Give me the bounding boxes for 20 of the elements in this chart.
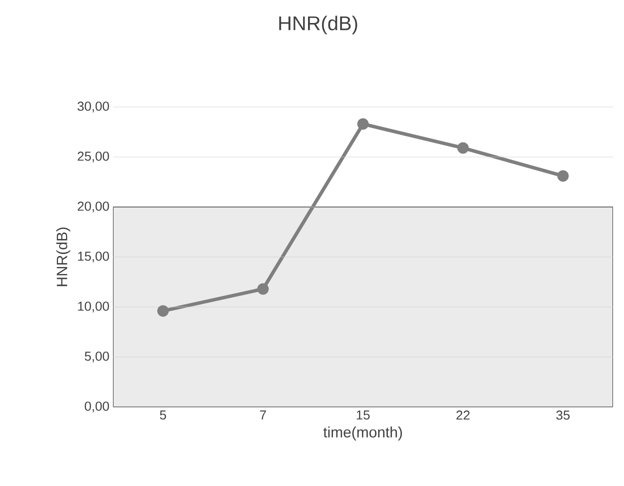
y-tick-label: 15,00 xyxy=(78,252,109,262)
x-axis-title: time(month) xyxy=(323,426,402,440)
x-tick-label: 22 xyxy=(456,410,470,420)
point xyxy=(357,118,369,130)
point xyxy=(457,142,469,154)
point xyxy=(557,170,569,182)
x-tick-label: 15 xyxy=(356,410,370,420)
y-tick-label: 25,00 xyxy=(78,152,109,162)
point xyxy=(257,283,269,295)
y-axis-title: HNR(dB) xyxy=(56,228,70,286)
y-tick-label: 20,00 xyxy=(78,202,109,212)
point xyxy=(157,305,169,317)
x-tick-label: 5 xyxy=(160,410,166,420)
chart-title: HNR(dB) xyxy=(279,16,358,34)
x-tick-label: 35 xyxy=(556,410,570,420)
x-tick-label: 7 xyxy=(260,410,266,420)
y-tick-label: 30,00 xyxy=(78,102,109,112)
y-tick-label: 0,00 xyxy=(84,402,109,412)
y-tick-label: 5,00 xyxy=(84,352,109,362)
y-tick-label: 10,00 xyxy=(78,302,109,312)
